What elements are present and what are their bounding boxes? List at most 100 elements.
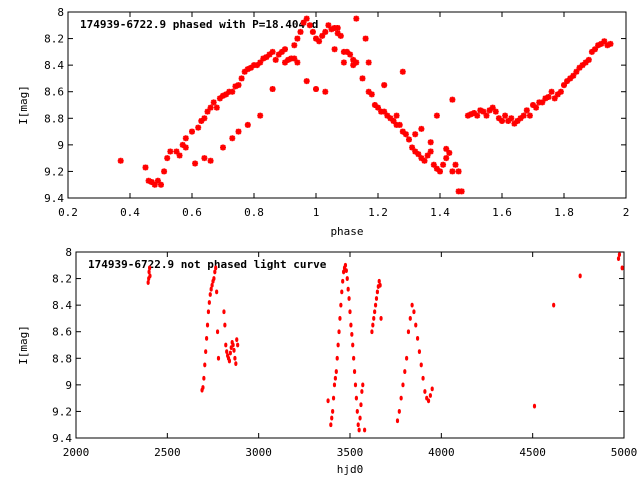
unphased-data-point: [236, 342, 240, 348]
unphased-data-point: [336, 342, 340, 348]
unphased-data-point: [616, 256, 621, 262]
unphased-data-point: [346, 286, 350, 292]
phased-data-point: [254, 62, 261, 69]
unphased-x-tick-label: 3000: [245, 446, 272, 459]
phased-data-point: [576, 64, 583, 71]
phased-data-point: [474, 112, 481, 119]
phased-data-point: [567, 75, 574, 82]
unphased-data-point: [414, 322, 418, 328]
unphased-data-point: [332, 382, 337, 388]
phased-data-point: [182, 135, 189, 142]
unphased-data-point: [341, 278, 345, 284]
unphased-data-point: [202, 375, 206, 381]
phased-data-point: [275, 51, 282, 58]
phased-data-point: [393, 112, 400, 119]
unphased-data-point: [330, 415, 334, 421]
unphased-data-point: [408, 316, 412, 321]
phased-data-point: [226, 88, 233, 95]
phased-data-point: [210, 99, 217, 106]
phased-plot-title: 174939-6722.9 phased with P=18.404 d: [80, 18, 318, 31]
unphased-data-point: [147, 269, 151, 275]
phased-data-point: [508, 115, 515, 122]
phased-data-point: [409, 144, 416, 151]
phased-data-point: [368, 91, 375, 98]
unphased-data-point: [348, 309, 352, 315]
unphased-data-point: [349, 322, 353, 328]
unphased-data-point: [374, 296, 379, 301]
unphased-data-point: [343, 262, 348, 268]
phased-data-point: [334, 24, 341, 31]
unphased-data-point: [421, 375, 425, 381]
phased-data-point: [406, 136, 412, 143]
unphased-data-point: [224, 342, 228, 348]
phased-data-point: [148, 179, 155, 186]
phased-y-tick-label: 8.2: [44, 33, 64, 46]
phased-data-point: [145, 177, 152, 184]
unphased-data-point: [403, 369, 407, 374]
phased-data-point: [545, 94, 552, 101]
phased-data-point: [427, 139, 434, 146]
phased-x-tick-label: 1.6: [492, 206, 512, 219]
phased-data-point: [269, 48, 276, 55]
phased-data-point: [381, 108, 388, 115]
unphased-data-point: [345, 276, 349, 281]
phased-data-point: [322, 88, 329, 95]
phased-data-point: [533, 104, 540, 111]
phased-data-point: [455, 168, 462, 175]
unphased-x-tick-label: 4500: [519, 446, 546, 459]
phased-data-point: [440, 161, 447, 168]
unphased-data-point: [399, 395, 403, 401]
phased-data-point: [238, 75, 245, 82]
phased-data-point: [548, 88, 555, 95]
phased-data-point: [151, 181, 158, 188]
unphased-x-tick-label: 5000: [611, 446, 638, 459]
unphased-y-tick-label: 8: [65, 246, 72, 259]
unphased-data-point: [352, 369, 357, 374]
phased-data-point: [396, 121, 403, 128]
phased-data-point: [430, 161, 437, 168]
phased-data-point: [573, 68, 580, 75]
phased-data-point: [390, 117, 397, 124]
phased-y-tick-label: 8: [57, 6, 64, 19]
unphased-data-point: [426, 398, 431, 404]
unphased-data-point: [397, 409, 401, 414]
phased-data-point: [158, 181, 164, 188]
phased-data-point: [418, 125, 425, 132]
phased-data-point: [201, 115, 208, 122]
unphased-data-point: [225, 349, 229, 355]
phased-plot: 0.2 0.4 0.6 0.8 1 1.2 1.4 1.6 1.8 2 8 8.2 8.4 8.6 8.8 9…: [17, 6, 629, 238]
phased-data-point: [502, 112, 509, 119]
phased-plot-frame: [67, 11, 627, 199]
phased-data-point: [247, 64, 254, 71]
unphased-y-tick-label: 8.2: [52, 273, 72, 286]
phased-data-point: [325, 22, 332, 29]
unphased-data-point: [410, 302, 414, 308]
unphased-x-axis-label: hjd0: [337, 463, 364, 476]
phased-data-point: [167, 148, 174, 155]
unphased-data-point: [347, 296, 351, 301]
phased-data-point: [495, 115, 502, 122]
phased-data-point: [251, 62, 257, 69]
unphased-data-point: [208, 292, 212, 297]
unphased-data-point: [344, 268, 348, 273]
phased-data-point: [306, 22, 313, 29]
unphased-y-axis-label: I[mag]: [17, 325, 30, 365]
phased-data-point: [520, 112, 527, 119]
unphased-data-point: [395, 418, 400, 424]
phased-data-point: [564, 78, 571, 85]
phased-data-point: [350, 62, 357, 69]
phased-data-point: [294, 35, 301, 42]
phased-data-point: [337, 32, 344, 39]
unphased-data-point: [213, 269, 217, 275]
phased-data-point: [585, 56, 592, 63]
unphased-data-point: [532, 403, 537, 409]
phased-data-point: [235, 82, 242, 89]
phased-data-point: [278, 48, 285, 55]
phased-data-point: [375, 104, 381, 111]
phased-data-point: [588, 48, 595, 55]
unphased-data-point: [401, 382, 405, 388]
phased-data-point: [449, 96, 456, 103]
unphased-data-point: [353, 382, 358, 388]
unphased-data-point: [235, 337, 239, 343]
